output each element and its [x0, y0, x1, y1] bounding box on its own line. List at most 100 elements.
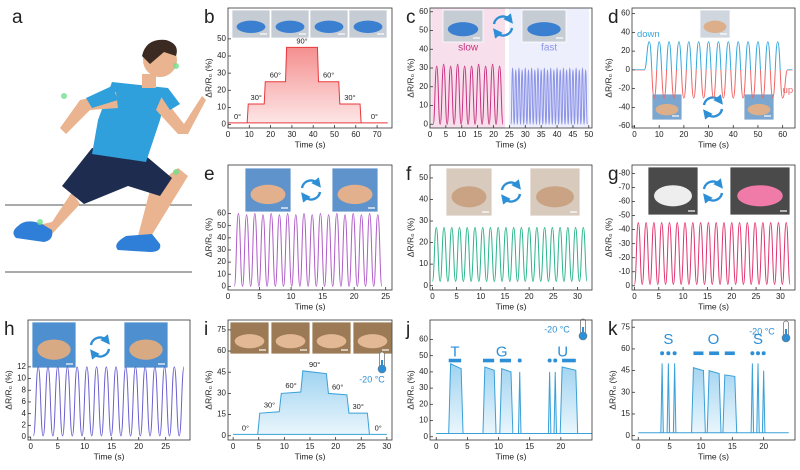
y-tick-label: 40 [217, 233, 226, 242]
runner-illustration [5, 39, 206, 273]
x-tick-label: 10 [679, 292, 688, 301]
annotation: G [496, 343, 508, 360]
step-label: 30° [264, 401, 275, 410]
panel-letter: b [204, 7, 215, 28]
series-label: slow [458, 43, 479, 54]
morse-dot [672, 351, 677, 356]
step-label: 60° [332, 382, 343, 391]
y-tick-label: 0 [424, 119, 429, 128]
y-tick-label: 45 [217, 367, 226, 376]
thermometer-level [582, 327, 584, 335]
y-tick-label: 0 [626, 281, 631, 290]
inset-subject [37, 339, 71, 360]
plot-frame [631, 164, 796, 291]
inset-subject [236, 20, 266, 33]
y-tick-label: 75 [621, 322, 630, 331]
y-tick-label: 0 [626, 431, 631, 440]
y-tick-label: 60 [217, 346, 226, 355]
data-line [233, 370, 387, 435]
morse-dash [482, 358, 495, 363]
x-tick-label: 10 [80, 442, 89, 451]
y-tick-label: -20 [618, 84, 630, 93]
y-tick-label: 30 [419, 216, 428, 225]
x-tick-label: 0 [226, 130, 231, 139]
x-axis-label: Time (s) [496, 139, 527, 149]
data-line [510, 67, 588, 125]
temperature-note: -20 °C [359, 374, 385, 384]
x-tick-label: 20 [679, 130, 688, 139]
y-tick-label: 0 [626, 65, 631, 74]
x-tick-label: 15 [501, 292, 510, 301]
y-tick-label: 20 [419, 238, 428, 247]
inset-subject [447, 22, 479, 37]
x-tick-label: 15 [107, 442, 116, 451]
data-line [432, 63, 504, 125]
morse-dot [517, 358, 522, 363]
inset-subject [451, 186, 487, 208]
annotation: U [557, 343, 568, 360]
step-label: 30° [344, 93, 355, 102]
y-tick-label: 10 [17, 374, 26, 383]
x-tick-label: 15 [728, 442, 737, 451]
inset-subject [527, 22, 561, 37]
plot-frame [227, 164, 393, 291]
y-axis-label: ΔR/R₀ (%) [203, 58, 213, 98]
x-tick-label: 20 [266, 130, 275, 139]
panel-letter: h [4, 319, 15, 340]
x-tick-label: 25 [549, 292, 558, 301]
panel-letter: d [608, 7, 619, 28]
inset-subject [353, 20, 383, 33]
y-axis-label: ΔR/R₀ (%) [405, 370, 415, 410]
x-tick-label: 30 [704, 130, 713, 139]
inset-subject [275, 334, 306, 349]
inset-subject [234, 334, 265, 349]
x-tick-label: 0 [428, 130, 433, 139]
morse-dot [750, 351, 755, 356]
y-tick-label: 50 [419, 26, 428, 35]
x-tick-label: 15 [473, 130, 482, 139]
x-tick-label: 20 [525, 292, 534, 301]
cycle-arrow [89, 334, 110, 346]
cycle-arrow [500, 179, 521, 191]
y-axis-label: ΔR/R₀ (%) [203, 370, 213, 410]
y-tick-label: 20 [217, 85, 226, 94]
annotation: down [637, 29, 660, 40]
annotation: S [753, 331, 763, 348]
inset-subject [337, 184, 373, 205]
y-tick-label: 20 [217, 257, 226, 266]
x-tick-label: 20 [727, 292, 736, 301]
x-tick-label: 60 [351, 130, 360, 139]
y-tick-label: 50 [419, 351, 428, 360]
y-tick-label: 20 [419, 82, 428, 91]
step-label: 30° [353, 402, 364, 411]
panel-letter: g [608, 164, 619, 185]
y-tick-label: -40 [618, 102, 630, 111]
y-axis-label: ΔR/R₀ (%) [405, 58, 415, 98]
x-tick-label: 20 [489, 130, 498, 139]
panel-letter: e [204, 164, 215, 185]
x-tick-label: 70 [373, 130, 382, 139]
x-axis-label: Time (s) [295, 139, 326, 149]
y-tick-label: 30 [621, 387, 630, 396]
x-tick-label: 50 [330, 130, 339, 139]
x-tick-label: 10 [655, 130, 664, 139]
x-tick-label: 10 [457, 130, 466, 139]
x-axis-label: Time (s) [295, 301, 326, 311]
x-axis-label: Time (s) [295, 451, 326, 461]
x-axis-label: Time (s) [94, 451, 125, 461]
x-tick-label: 35 [537, 130, 546, 139]
y-tick-label: 50 [217, 221, 226, 230]
step-label: 60° [323, 71, 334, 80]
y-tick-label: 2 [22, 420, 27, 429]
x-tick-label: 5 [257, 442, 262, 451]
morse-dash [709, 351, 720, 356]
thermometer-level [381, 360, 383, 368]
data-line [634, 41, 793, 99]
step-label: 90° [309, 360, 320, 369]
x-tick-label: 45 [568, 130, 577, 139]
inset-subject [250, 184, 286, 205]
cycle-arrow [492, 13, 513, 25]
y-tick-label: 60 [621, 9, 630, 18]
cycle-arrow [300, 177, 321, 189]
